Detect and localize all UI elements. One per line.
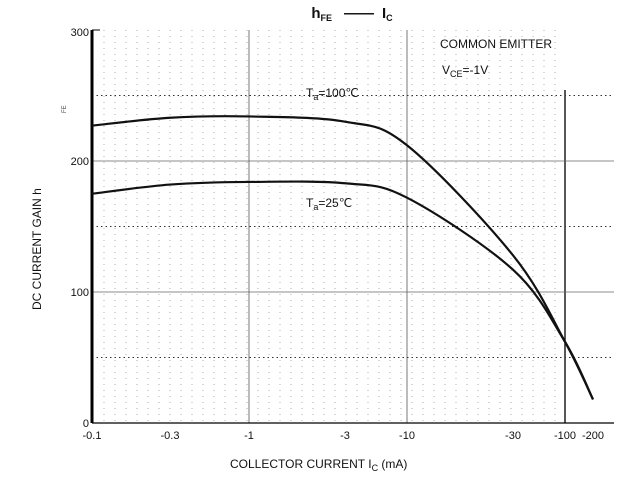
- ylabel-main: DC CURRENT GAIN h: [30, 188, 44, 310]
- y-axis-label-sub: FE: [62, 105, 68, 113]
- series-2-name-main: T: [306, 196, 314, 210]
- series-1-name-main: T: [306, 86, 314, 100]
- title-right-sub: C: [386, 13, 393, 23]
- x-tick-labels: -0.1 -0.3 -1 -3 -10 -30 -100 -200: [83, 430, 605, 442]
- vce-rest: =-1V: [463, 63, 489, 77]
- series-2-name-sub: a: [313, 202, 318, 212]
- y-tick-label: 0: [83, 418, 89, 430]
- condition-common-emitter: COMMON EMITTER: [440, 37, 552, 51]
- title-left: h: [311, 5, 320, 22]
- x-tick-label: -10: [399, 430, 415, 442]
- y-tick-label: 300: [71, 27, 89, 39]
- vce-main: V: [442, 63, 450, 77]
- title-dash: ——: [344, 5, 374, 22]
- x-tick-label: -0.3: [161, 430, 180, 442]
- series-2-name-rest: =25℃: [318, 196, 352, 210]
- x-tick-label: -1: [244, 430, 254, 442]
- xlabel-prefix: COLLECTOR CURRENT I: [230, 457, 372, 471]
- grid: [92, 30, 614, 423]
- series: [91, 115, 594, 400]
- x-tick-label: -30: [505, 430, 521, 442]
- y-axis-label: DC CURRENT GAIN h: [30, 188, 44, 310]
- x-tick-label: -200: [582, 430, 604, 442]
- xlabel-unit: (mA): [378, 457, 407, 471]
- title-left-sub: FE: [320, 13, 332, 23]
- series-1-name-sub: a: [313, 92, 318, 102]
- series-line-2: [91, 180, 594, 400]
- chart-title: hFE —— IC: [311, 5, 393, 23]
- series-label-25c: Ta=25℃: [306, 196, 352, 212]
- x-axis-label: COLLECTOR CURRENT IC (mA): [230, 457, 407, 473]
- series-label-100c: Ta=100℃: [306, 86, 359, 102]
- axes: [90, 29, 614, 424]
- y-tick-label: 100: [71, 287, 89, 299]
- title-right: I: [382, 5, 386, 22]
- y-tick-label: 200: [71, 156, 89, 168]
- x-tick-label: -100: [554, 430, 576, 442]
- y-tick-labels: 0 100 200 300: [71, 27, 89, 430]
- x-tick-label: -3: [340, 430, 350, 442]
- xlabel-sub: C: [372, 463, 379, 473]
- series-1-name-rest: =100℃: [318, 86, 359, 100]
- series-line-1: [91, 115, 594, 400]
- vce-sub: CE: [450, 69, 463, 79]
- x-tick-label: -0.1: [83, 430, 102, 442]
- condition-vce: VCE=-1V: [442, 63, 488, 79]
